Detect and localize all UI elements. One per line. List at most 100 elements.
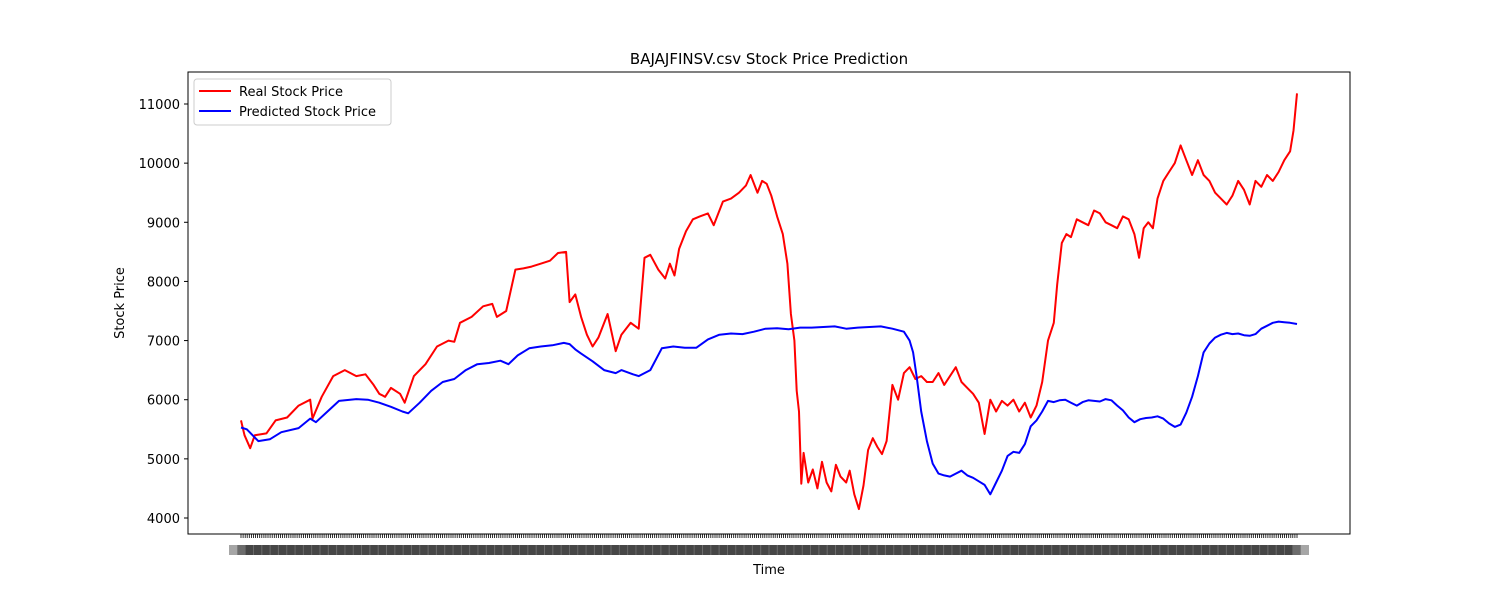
x-tick-label-blob	[545, 545, 569, 555]
x-tick-label-blob	[653, 545, 678, 555]
x-tick-label-blob	[977, 545, 1002, 555]
x-tick-label-blob	[495, 545, 520, 555]
x-tick-label-blob	[827, 545, 852, 555]
plot-area	[187, 71, 1351, 535]
x-tick-label-blob	[644, 545, 669, 555]
x-tick-label-blob	[777, 545, 802, 555]
x-tick-label-blob	[278, 545, 303, 555]
x-tick-label-blob	[1110, 545, 1135, 555]
y-axis-label: Stock Price	[113, 267, 128, 339]
x-tick-label-blob	[727, 545, 752, 555]
x-tick-label-blob	[1052, 545, 1077, 555]
x-tick-label-blob	[794, 545, 819, 555]
x-tick-label-blob	[669, 545, 694, 555]
y-tick-label: 8000	[147, 275, 180, 290]
x-tick-label-blob	[752, 545, 777, 555]
x-tick-label-blob	[586, 545, 611, 555]
x-tick-label-blob	[253, 545, 278, 555]
x-tick-label-blob	[1251, 545, 1276, 555]
x-tick-label-blob	[1235, 545, 1260, 555]
x-tick-label-blob	[1085, 545, 1110, 555]
series-line-predicted	[240, 320, 1298, 496]
y-tick-label: 9000	[147, 216, 180, 231]
x-tick-label-blob	[453, 545, 478, 555]
x-tick-label-blob	[636, 545, 661, 555]
x-tick-label-blob	[935, 545, 960, 555]
x-tick-label-blob	[744, 545, 769, 555]
x-tick-label-blob	[578, 545, 603, 555]
x-tick-label-blob	[1160, 545, 1185, 555]
x-tick-label-blob	[703, 545, 727, 555]
x-tick-label-blob	[320, 545, 345, 555]
x-tick-label-blob	[711, 545, 736, 555]
x-tick-label-blob	[836, 545, 860, 555]
x-tick-label-blob	[844, 545, 869, 555]
x-tick-label-blob	[1218, 545, 1243, 555]
x-tick-label-blob	[478, 545, 503, 555]
series-layer	[240, 93, 1298, 511]
y-axis: 4000 5000 6000 7000 8000 9000 10000 11000	[139, 98, 188, 527]
x-tick-label-blob	[769, 545, 794, 555]
x-tick-label-blob	[802, 545, 827, 555]
x-tick-label-blob	[486, 545, 511, 555]
x-tick-label-blob	[262, 545, 287, 555]
x-tick-label-blob	[503, 545, 528, 555]
x-tick-label-blob	[1168, 545, 1193, 555]
x-tick-label-blob	[1260, 545, 1285, 555]
x-tick-label-blob	[1002, 545, 1027, 555]
x-tick-label-blob	[528, 545, 553, 555]
x-tick-label-blob	[403, 545, 428, 555]
x-tick-label-blob	[1243, 545, 1268, 555]
x-tick-label-blob	[603, 545, 628, 555]
x-tick-label-blob	[303, 545, 328, 555]
x-tick-label-blob	[1201, 545, 1226, 555]
x-tick-label-blob	[960, 545, 985, 555]
x-tick-label-blob	[994, 545, 1018, 555]
x-tick-label-blob	[561, 545, 586, 555]
legend-label-predicted: Predicted Stock Price	[239, 105, 376, 120]
x-tick-label-blob	[910, 545, 935, 555]
legend: Real Stock Price Predicted Stock Price	[193, 78, 392, 126]
x-tick-label-blob	[969, 545, 993, 555]
x-tick-label-blob	[877, 545, 902, 555]
x-tick-label-blob	[229, 545, 253, 555]
x-tick-label-blob	[345, 545, 370, 555]
x-tick-label-blob	[628, 545, 653, 555]
x-tick-label-blob	[719, 545, 744, 555]
x-tick-label-blob	[1068, 545, 1093, 555]
x-tick-label-blob	[1093, 545, 1118, 555]
x-tick-label-blob	[270, 545, 295, 555]
x-tick-label-blob	[927, 545, 952, 555]
x-tick-label-blob	[619, 545, 644, 555]
x-tick-label-blob	[1268, 545, 1293, 555]
x-tick-label-blob	[1118, 545, 1143, 555]
x-tick-label-blob	[1027, 545, 1052, 555]
x-tick-label-blob	[378, 545, 403, 555]
x-tick-label-blob	[520, 545, 544, 555]
x-tick-label-blob	[470, 545, 495, 555]
plot-background	[188, 72, 1350, 534]
x-tick-label-blob	[860, 545, 885, 555]
x-tick-label-blob	[1226, 545, 1251, 555]
x-tick-label-blob	[1077, 545, 1102, 555]
x-tick-label-blob	[287, 545, 312, 555]
x-tick-label-blob	[1102, 545, 1127, 555]
x-tick-label-blob	[786, 545, 811, 555]
x-tick-label-blob	[536, 545, 561, 555]
x-tick-label-blob	[411, 545, 436, 555]
y-tick-label: 5000	[147, 453, 180, 468]
x-tick-label-blob	[553, 545, 578, 555]
x-tick-label-blob	[761, 545, 786, 555]
x-tick-label-blob	[885, 545, 910, 555]
x-tick-label-blob	[337, 545, 362, 555]
x-tick-label-blob	[387, 545, 411, 555]
x-tick-label-blob	[436, 545, 461, 555]
x-tick-label-blob	[611, 545, 636, 555]
x-tick-label-blob	[370, 545, 395, 555]
x-tick-label-blob	[445, 545, 470, 555]
x-tick-label-blob	[1010, 545, 1035, 555]
y-tick-label: 11000	[139, 98, 180, 113]
x-tick-label-blob	[819, 545, 844, 555]
x-tick-label-blob	[1143, 545, 1168, 555]
x-tick-label-blob	[952, 545, 977, 555]
